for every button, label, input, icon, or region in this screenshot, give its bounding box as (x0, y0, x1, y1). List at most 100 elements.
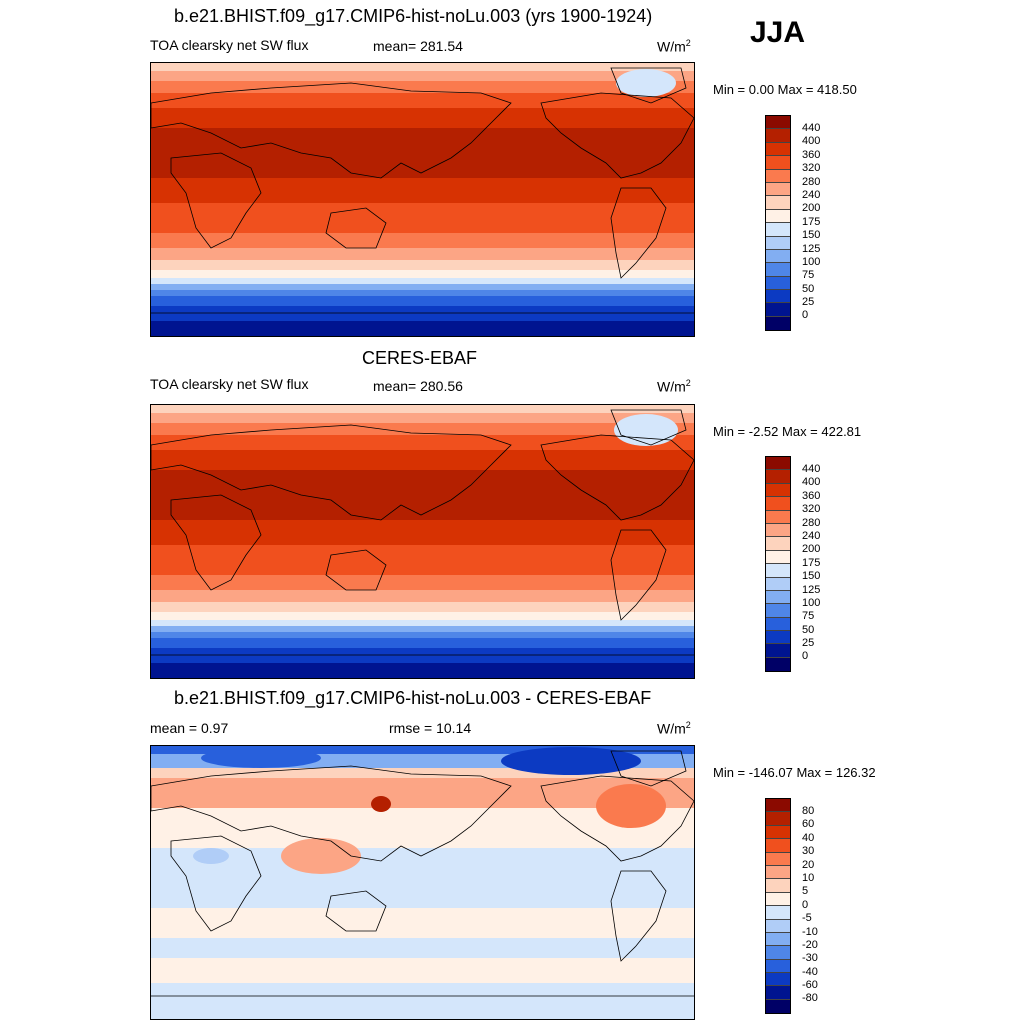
colorbar-swatch (766, 812, 790, 826)
map-band (151, 958, 694, 983)
colorbar-swatch (766, 986, 790, 1000)
map-band (151, 632, 694, 638)
coastline (540, 92, 694, 179)
colorbar-tick-label: -40 (802, 965, 818, 978)
colorbar-tick-label: 400 (802, 476, 821, 489)
colorbar-tick-label: -30 (802, 952, 818, 965)
panel-1-map (150, 62, 695, 337)
anomaly-patch (281, 838, 361, 874)
greenland-fill (616, 69, 676, 97)
map-band (151, 450, 694, 470)
colorbar-swatch (766, 249, 790, 264)
colorbar-tick-label: 175 (802, 556, 821, 569)
colorbar-swatch (766, 879, 790, 893)
colorbar-swatch (766, 316, 790, 331)
map-band (151, 983, 694, 1019)
colorbar-swatch (766, 182, 790, 197)
map-band (151, 270, 694, 278)
colorbar-swatch (766, 290, 790, 304)
colorbar-tick-label: 280 (802, 175, 821, 188)
map-band (151, 81, 694, 93)
colorbar-tick-label: 320 (802, 503, 821, 516)
panel-1-mean-label: mean= 281.54 (373, 38, 463, 54)
coastline (610, 67, 687, 104)
map-band (151, 321, 694, 336)
colorbar-tick-label: 75 (802, 610, 815, 623)
colorbar-tick-label: 175 (802, 215, 821, 228)
panel-3-title: b.e21.BHIST.f09_g17.CMIP6-hist-noLu.003 … (174, 688, 652, 708)
colorbar-swatch (766, 209, 790, 224)
colorbar-swatch (766, 799, 790, 813)
coastline (610, 409, 687, 446)
colorbar-swatch (766, 223, 790, 237)
map-band (151, 612, 694, 620)
colorbar-tick-label: 360 (802, 489, 821, 502)
colorbar-tick-label: 0 (802, 309, 809, 322)
colorbar-swatch (766, 825, 790, 840)
colorbar-swatch (766, 303, 790, 317)
map-band (151, 290, 694, 296)
map-band (151, 233, 694, 248)
anomaly-patch (201, 748, 321, 768)
colorbar-tick-label: 200 (802, 202, 821, 215)
coastline (610, 870, 667, 962)
panel-3-mean-label: mean = 0.97 (150, 720, 229, 736)
colorbar-tick-label: 150 (802, 570, 821, 583)
colorbar-swatch (766, 236, 790, 250)
colorbar-tick-label: 80 (802, 805, 815, 817)
map-band (151, 908, 694, 938)
colorbar-swatch (766, 657, 790, 672)
colorbar-tick-label: 150 (802, 229, 821, 242)
map-band (151, 663, 694, 678)
panel-2-title: CERES-EBAF (362, 348, 478, 368)
map-band (151, 848, 694, 908)
map-band (151, 545, 694, 575)
anomaly-patch (596, 784, 666, 828)
map-band (151, 575, 694, 590)
colorbar-swatch (766, 470, 790, 484)
map-band (151, 602, 694, 612)
colorbar-swatch (766, 906, 790, 920)
coastline (540, 434, 694, 521)
map-band (151, 248, 694, 260)
colorbar-swatch (766, 999, 790, 1014)
colorbar-tick-label: 50 (802, 623, 815, 636)
map-band (151, 296, 694, 306)
colorbar-swatch (766, 852, 790, 866)
colorbar-swatch (766, 839, 790, 853)
panel-3-colorbar (765, 798, 791, 1015)
colorbar-swatch (766, 142, 790, 157)
map-band (151, 938, 694, 958)
coastline (540, 775, 694, 862)
colorbar-tick-label: 40 (802, 831, 815, 844)
map-band (151, 63, 694, 71)
colorbar-tick-label: 125 (802, 583, 821, 596)
coastline (151, 424, 512, 521)
colorbar-tick-label: -5 (802, 912, 812, 925)
panel-1-colorbar (765, 115, 791, 332)
colorbar-swatch (766, 892, 790, 907)
colorbar-swatch (766, 156, 790, 170)
panel-1-title: b.e21.BHIST.f09_g17.CMIP6-hist-noLu.003 … (174, 6, 653, 26)
panel-2-colorbar-ticks: 440 400 360 320 280 240 200 175 150 125 100 75 50 25 0 (802, 463, 820, 664)
colorbar-swatch (766, 510, 790, 524)
colorbar-tick-label: 25 (802, 637, 815, 650)
map-band (151, 590, 694, 602)
colorbar-swatch (766, 932, 790, 947)
map-band (151, 306, 694, 321)
map-band (151, 178, 694, 203)
panel-3-rmse-label: rmse = 10.14 (389, 720, 472, 736)
panel-3-units: W/m2 (657, 720, 691, 737)
colorbar-swatch (766, 617, 790, 632)
map-band (151, 203, 694, 233)
colorbar-swatch (766, 973, 790, 987)
colorbar-tick-label: 240 (802, 529, 821, 542)
coastline (610, 529, 667, 621)
panel-1-units: W/m2 (657, 38, 691, 55)
map-band (151, 746, 694, 754)
coastline (325, 549, 387, 591)
coastline (170, 494, 262, 591)
colorbar-tick-label: -20 (802, 938, 818, 951)
colorbar-swatch (766, 604, 790, 618)
colorbar-tick-label: 20 (802, 858, 815, 871)
